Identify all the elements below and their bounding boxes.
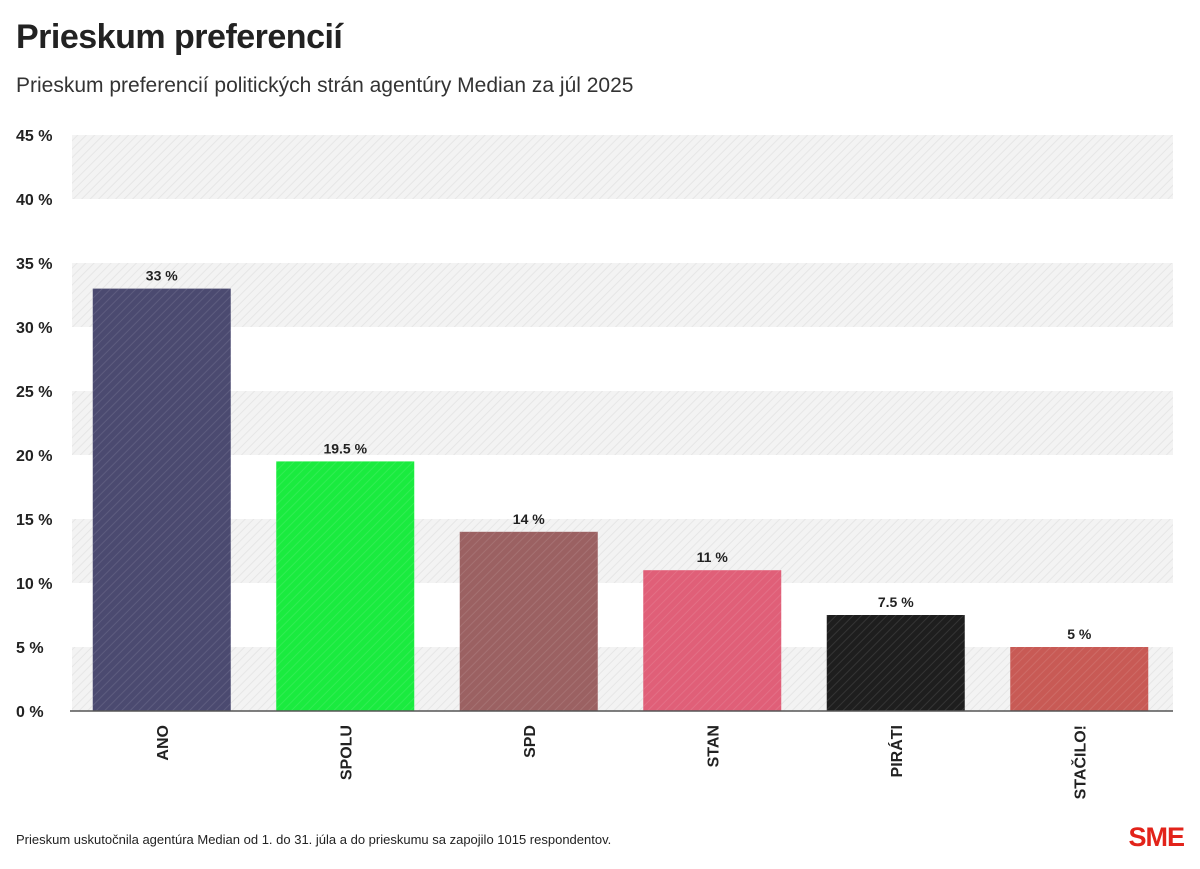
y-tick-label: 30 %	[16, 320, 52, 337]
y-tick-label: 0 %	[16, 704, 44, 721]
chart-title: Prieskum preferencií	[16, 18, 343, 56]
x-tick-label: SPD	[522, 725, 539, 758]
data-label: 33 %	[146, 268, 178, 284]
data-label: 7.5 %	[878, 594, 914, 610]
footnote: Prieskum uskutočnila agentúra Median od …	[16, 832, 612, 847]
x-tick-label: STAČILO!	[1070, 725, 1089, 799]
y-tick-label: 5 %	[16, 640, 44, 657]
grid-band	[72, 135, 1173, 199]
grid-bands	[72, 135, 1173, 711]
x-tick-label: SPOLU	[338, 725, 355, 780]
y-tick-label: 20 %	[16, 448, 52, 465]
y-tick-label: 40 %	[16, 192, 52, 209]
x-tick-label: ANO	[155, 725, 172, 761]
grid-band	[72, 519, 1173, 583]
y-tick-label: 10 %	[16, 576, 52, 593]
y-tick-label: 45 %	[16, 128, 52, 145]
bars: 33 % 19.5 % 14 % 11 % 7.5 % 5 %	[92, 268, 1149, 711]
x-axis: ANO SPOLU SPD STAN PIRÁTI STAČILO!	[155, 725, 1090, 799]
sme-logo: SME	[1128, 822, 1185, 852]
data-label: 5 %	[1067, 626, 1092, 642]
data-label: 19.5 %	[323, 440, 367, 456]
data-label: 14 %	[513, 511, 545, 527]
bar-hatch	[459, 531, 598, 711]
bar-hatch	[643, 570, 782, 711]
y-tick-label: 25 %	[16, 384, 52, 401]
bar-hatch	[826, 615, 965, 711]
y-tick-label: 35 %	[16, 256, 52, 273]
grid-band	[72, 263, 1173, 327]
bar-hatch	[276, 461, 415, 711]
x-tick-label: STAN	[705, 725, 722, 767]
y-tick-label: 15 %	[16, 512, 52, 529]
y-axis: 0 % 5 % 10 % 15 % 20 % 25 % 30 % 35 % 40 % 45 %	[16, 128, 52, 721]
bar-hatch	[1010, 647, 1149, 711]
x-tick-label: PIRÁTI	[887, 725, 906, 777]
bar-hatch	[92, 288, 231, 711]
grid-band	[72, 647, 1173, 711]
data-label: 11 %	[697, 549, 729, 565]
grid-band	[72, 391, 1173, 455]
chart-subtitle: Prieskum preferencií politických strán a…	[16, 74, 634, 97]
